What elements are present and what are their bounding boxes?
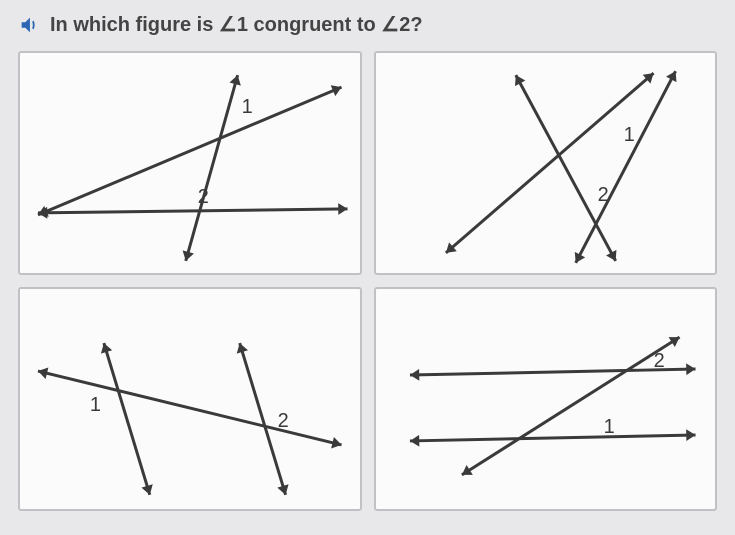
figure-a[interactable]: 12	[18, 51, 362, 275]
figure-c[interactable]: 12	[18, 287, 362, 511]
q-angle1: ∠1	[219, 14, 248, 36]
q-prefix: In which figure is	[50, 14, 219, 36]
svg-text:2: 2	[653, 350, 664, 372]
q-suffix: ?	[410, 14, 422, 36]
question-text: In which figure is ∠1 congruent to ∠2?	[50, 12, 423, 37]
svg-text:2: 2	[597, 184, 608, 206]
figure-c-svg: 12	[20, 289, 360, 509]
figure-b-svg: 12	[376, 53, 716, 273]
svg-text:1: 1	[242, 96, 253, 118]
question-row: In which figure is ∠1 congruent to ∠2?	[18, 12, 717, 37]
svg-text:1: 1	[90, 394, 101, 416]
figure-b[interactable]: 12	[374, 51, 718, 275]
q-angle2: ∠2	[381, 14, 410, 36]
audio-icon[interactable]	[18, 14, 40, 36]
figure-grid: 12 12 12 12	[18, 51, 717, 511]
svg-text:2: 2	[198, 186, 209, 208]
q-mid: congruent to	[248, 14, 381, 36]
svg-text:1: 1	[603, 416, 614, 438]
figure-d-svg: 12	[376, 289, 716, 509]
svg-text:2: 2	[278, 410, 289, 432]
figure-d[interactable]: 12	[374, 287, 718, 511]
figure-a-svg: 12	[20, 53, 360, 273]
svg-text:1: 1	[623, 124, 634, 146]
